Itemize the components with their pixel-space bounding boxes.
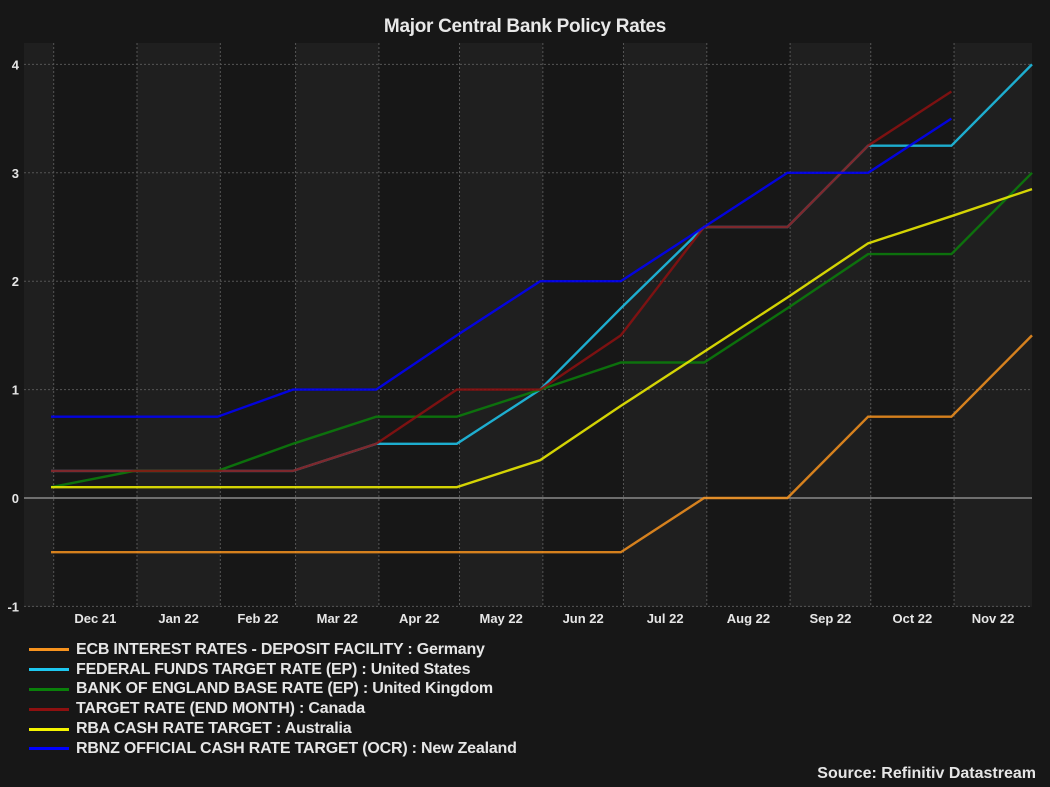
legend-swatch [29, 668, 69, 672]
legend-item: BANK OF ENGLAND BASE RATE (EP) : United … [29, 680, 517, 700]
legend-item: RBA CASH RATE TARGET : Australia [29, 719, 517, 739]
x-axis-ticks: Dec 21 Jan 22 Feb 22 Mar 22 Apr 22 May 22 Jun … [74, 611, 1014, 626]
y-tick-label: -1 [7, 599, 19, 614]
legend-label: ECB INTEREST RATES - DEPOSIT FACILITY : … [76, 640, 485, 658]
month-band [706, 43, 791, 607]
legend-swatch [29, 648, 69, 652]
legend-swatch [29, 687, 69, 691]
y-tick-label: 3 [12, 166, 19, 181]
line-chart: -1 0 1 2 3 4 Dec 21 Jan 22 Feb 22 Mar 22 Apr 22 Ma… [7, 43, 1033, 626]
x-tick-label: Nov 22 [972, 611, 1015, 626]
legend-item: FEDERAL FUNDS TARGET RATE (EP) : United … [29, 660, 517, 680]
month-band [220, 43, 296, 607]
month-band [378, 43, 460, 607]
legend-item: ECB INTEREST RATES - DEPOSIT FACILITY : … [29, 640, 517, 660]
y-tick-label: 1 [12, 383, 19, 398]
legend: ECB INTEREST RATES - DEPOSIT FACILITY : … [29, 640, 517, 759]
month-band [954, 43, 1032, 607]
month-band [53, 43, 138, 607]
month-bands [24, 43, 1032, 607]
series-line-5 [51, 187, 1033, 489]
x-tick-label: Jan 22 [158, 611, 198, 626]
legend-swatch [29, 747, 69, 751]
y-tick-label: 0 [12, 491, 19, 506]
legend-swatch [29, 707, 69, 711]
legend-item: RBNZ OFFICIAL CASH RATE TARGET (OCR) : N… [29, 739, 517, 759]
series-line-4 [51, 90, 953, 473]
month-band [24, 43, 54, 607]
legend-label: TARGET RATE (END MONTH) : Canada [76, 700, 365, 718]
y-tick-label: 4 [12, 57, 20, 72]
legend-label: FEDERAL FUNDS TARGET RATE (EP) : United … [76, 660, 471, 678]
month-band [870, 43, 955, 607]
month-band [790, 43, 871, 607]
x-tick-label: Dec 21 [74, 611, 116, 626]
series-line-1 [51, 334, 1033, 554]
legend-label: RBNZ OFFICIAL CASH RATE TARGET (OCR) : N… [76, 739, 517, 757]
x-tick-label: Aug 22 [727, 611, 770, 626]
legend-swatch [29, 727, 69, 731]
legend-label: RBA CASH RATE TARGET : Australia [76, 720, 352, 738]
month-band [623, 43, 707, 607]
x-tick-label: Sep 22 [809, 611, 851, 626]
x-tick-label: Mar 22 [317, 611, 358, 626]
x-tick-label: Oct 22 [893, 611, 933, 626]
x-tick-label: Feb 22 [237, 611, 278, 626]
series-lines [50, 63, 1033, 554]
chart-title: Major Central Bank Policy Rates [383, 16, 667, 37]
month-band [137, 43, 221, 607]
y-axis-ticks: -1 0 1 2 3 4 [7, 57, 19, 614]
x-tick-label: May 22 [479, 611, 522, 626]
month-band [542, 43, 624, 607]
series-line-6 [51, 117, 953, 418]
x-tick-label: Jun 22 [563, 611, 604, 626]
legend-label: BANK OF ENGLAND BASE RATE (EP) : United … [76, 680, 493, 698]
month-band [295, 43, 379, 607]
y-tick-label: 2 [12, 274, 19, 289]
x-tick-label: Apr 22 [399, 611, 439, 626]
x-tick-label: Jul 22 [647, 611, 684, 626]
source-note: Source: Refinitiv Datastream [817, 765, 1036, 782]
legend-item: TARGET RATE (END MONTH) : Canada [29, 699, 517, 719]
